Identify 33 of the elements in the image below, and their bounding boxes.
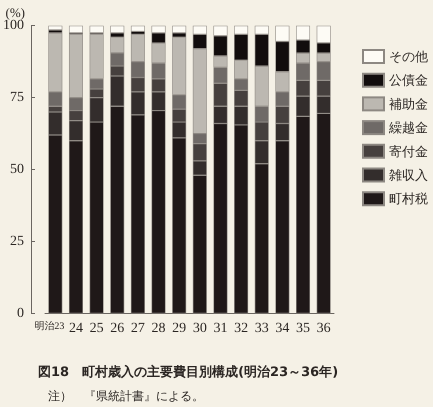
- y-axis-title: (%): [6, 4, 25, 20]
- text: 注） 『県統計書』による。: [48, 389, 204, 403]
- x-tick-label: 35: [296, 320, 310, 336]
- y-tick-label: 100: [3, 18, 24, 34]
- legend-label: 繰越金: [388, 120, 428, 136]
- legend-label: 補助金: [389, 96, 428, 112]
- x-tick-label: 32: [234, 320, 248, 336]
- bar: [172, 26, 186, 33]
- x-tick-label: 36: [316, 320, 331, 336]
- y-tick-label: 75: [10, 90, 24, 106]
- bar: [130, 26, 145, 32]
- y-tick-label: 50: [10, 162, 24, 177]
- y-tick-label: 25: [10, 234, 24, 249]
- bar: [110, 26, 124, 33]
- legend-label: 公債金: [389, 72, 428, 88]
- x-tick-label: 26: [110, 320, 124, 336]
- legend-label: その他: [389, 49, 428, 64]
- x-tick-label: 31: [213, 320, 228, 336]
- bar: [48, 26, 62, 30]
- x-tick-label: 25: [90, 320, 104, 336]
- legend-label: 寄付金: [389, 144, 428, 159]
- x-tick-label: 33: [254, 320, 269, 336]
- text: 図18 町村歳入の主要費目別構成(明治23～36年): [38, 364, 338, 380]
- x-tick-label: 24: [68, 320, 83, 336]
- legend-label: 町村税: [389, 191, 428, 206]
- x-tick-label: 30: [192, 320, 207, 336]
- x-tick-label: 明治23: [34, 320, 64, 332]
- x-tick-label: 29: [172, 320, 186, 336]
- x-tick-label: 27: [130, 320, 145, 336]
- x-tick-label: 34: [275, 320, 290, 336]
- legend-label: 雑収入: [389, 168, 428, 182]
- y-tick-label: 0: [17, 306, 24, 321]
- x-tick-label: 28: [152, 320, 166, 336]
